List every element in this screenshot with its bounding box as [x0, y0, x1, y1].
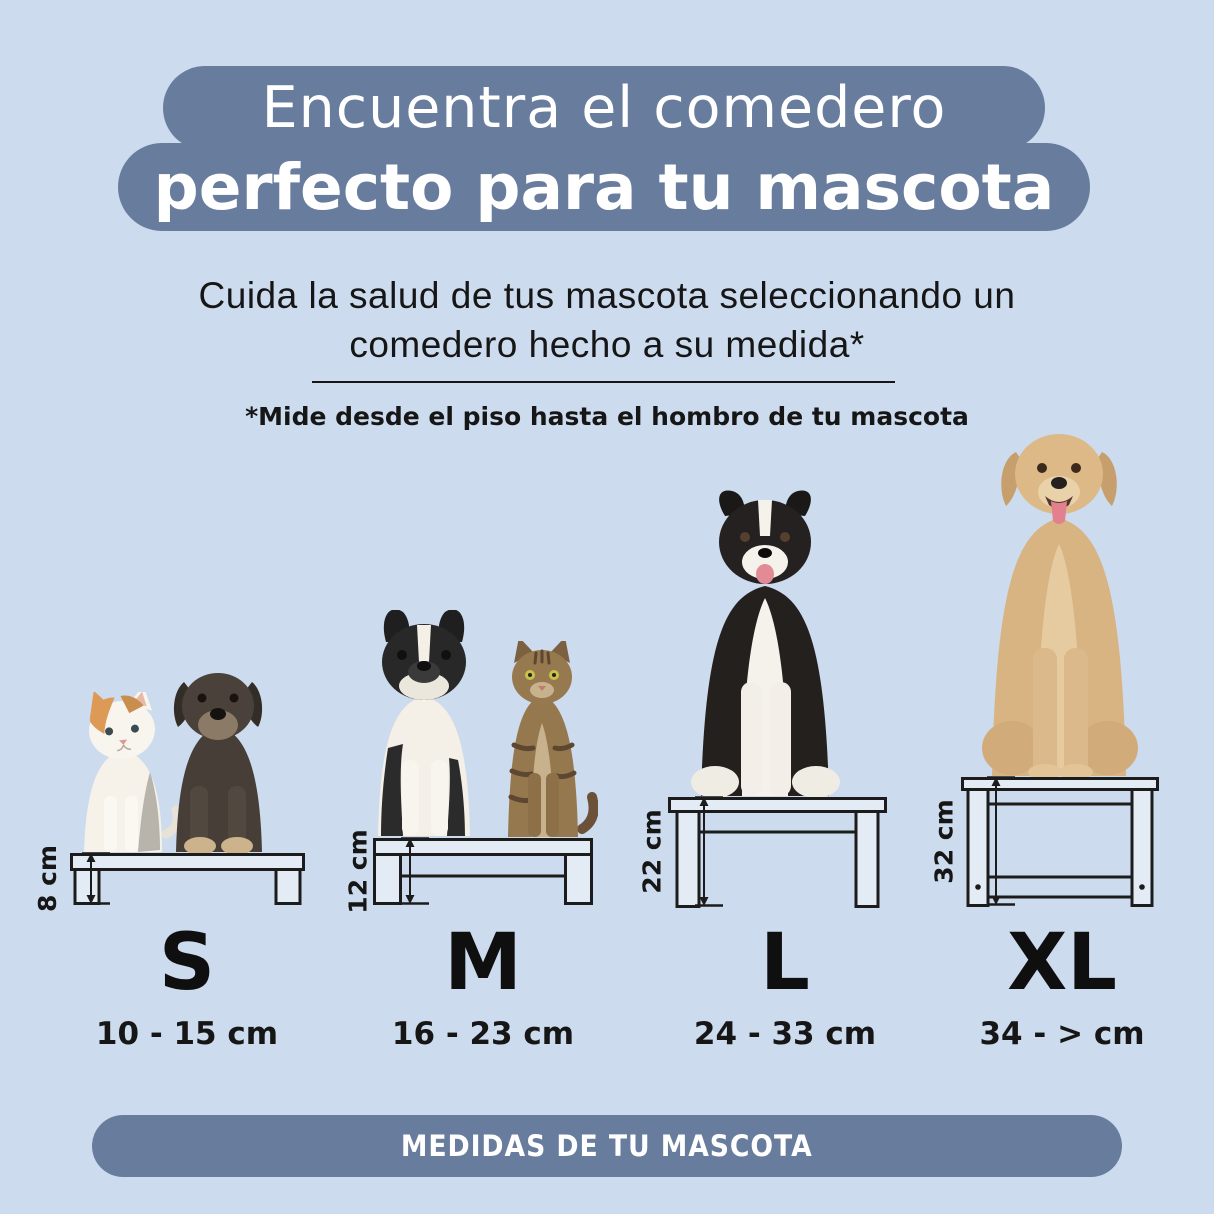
measure-l: 22 cm — [610, 796, 724, 907]
title-line1: Encuentra el comedero — [261, 75, 947, 141]
measure-s: 8 cm — [14, 845, 111, 912]
measure-s-arrow — [81, 852, 110, 905]
measure-m-arrow — [401, 837, 430, 905]
size-range-m: 16 - 23 cm — [391, 1016, 575, 1052]
footer-banner: MEDIDAS DE TU MASCOTA — [92, 1115, 1122, 1177]
measure-m-label: 12 cm — [343, 828, 373, 914]
border-collie-image — [691, 490, 840, 798]
feeder-table-m — [373, 838, 593, 905]
puppy-image — [173, 673, 263, 855]
measure-footnote: *Mide desde el piso hasta el hombro de t… — [245, 402, 969, 431]
footer-label: MEDIDAS DE TU MASCOTA — [401, 1129, 813, 1163]
measure-xl-label: 32 cm — [929, 798, 959, 884]
title-banner-line1: Encuentra el comedero — [163, 66, 1045, 150]
size-range-s: 10 - 15 cm — [95, 1016, 279, 1052]
size-range-l: 24 - 33 cm — [693, 1016, 877, 1052]
measure-l-label: 22 cm — [637, 809, 667, 894]
kitten-image — [84, 692, 182, 852]
size-letter-xl: XL — [1007, 918, 1117, 1008]
feeder-table-s — [70, 853, 305, 905]
title-line2: perfecto para tu mascota — [153, 150, 1055, 224]
measure-xl: 32 cm — [902, 776, 1016, 906]
measure-s-label: 8 cm — [32, 845, 62, 912]
tabby-cat-image — [508, 641, 598, 837]
title-banner-line2: perfecto para tu mascota — [118, 143, 1090, 231]
measure-m: 12 cm — [316, 829, 430, 913]
size-letter-l: L — [760, 918, 810, 1008]
size-letter-m: M — [444, 918, 522, 1008]
feeder-table-xl — [961, 777, 1159, 907]
divider-line — [312, 381, 895, 383]
feeder-table-l — [668, 797, 887, 908]
french-bulldog-image — [378, 610, 470, 836]
size-range-xl: 34 - > cm — [979, 1016, 1145, 1052]
measure-l-arrow — [695, 796, 724, 907]
golden-retriever-image — [982, 434, 1138, 780]
measure-xl-arrow — [987, 776, 1016, 906]
size-letter-s: S — [158, 918, 216, 1008]
intro-text: Cuida la salud de tus mascota selecciona… — [198, 275, 1016, 365]
